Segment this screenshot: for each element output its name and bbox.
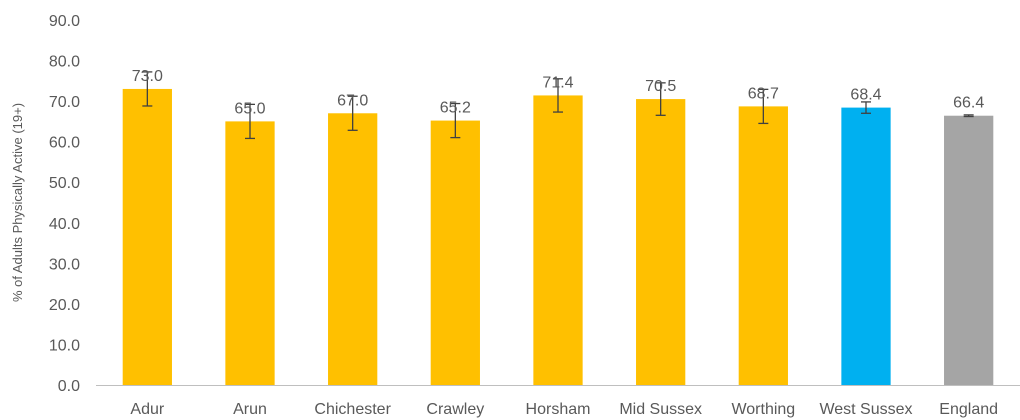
x-category-label: Horsham — [526, 401, 591, 418]
y-tick-label: 10.0 — [49, 337, 80, 354]
data-label: 65.0 — [234, 100, 265, 117]
y-axis-label: % of Adults Physically Active (19+) — [10, 103, 25, 302]
x-category-label: Worthing — [731, 401, 795, 418]
data-label: 67.0 — [337, 92, 368, 109]
y-axis-label-group: % of Adults Physically Active (19+) — [10, 103, 25, 302]
y-tick-label: 0.0 — [58, 378, 80, 395]
y-tick-label: 60.0 — [49, 135, 80, 152]
y-tick-label: 30.0 — [49, 256, 80, 273]
data-label: 65.2 — [440, 100, 471, 117]
bar-worthing — [738, 106, 788, 385]
y-tick-label: 70.0 — [49, 94, 80, 111]
bar-england — [944, 115, 994, 385]
x-category-label: Crawley — [426, 401, 484, 418]
x-category-label: Mid Sussex — [619, 401, 702, 418]
data-label: 71.4 — [542, 74, 573, 91]
data-label: 68.7 — [748, 85, 779, 102]
x-category-label: West Sussex — [819, 401, 912, 418]
bar-mid-sussex — [636, 99, 686, 385]
bar-arun — [225, 121, 275, 385]
error-bars-group — [142, 71, 974, 140]
data-labels-group: 73.0 65.0 67.0 65.2 71.4 70.5 68.7 68.4 66.4 — [132, 68, 985, 117]
data-label: 66.4 — [953, 95, 984, 112]
data-label: 73.0 — [132, 68, 163, 85]
x-category-label: England — [939, 401, 998, 418]
bars-group — [122, 88, 994, 386]
x-category-label: Chichester — [314, 401, 391, 418]
y-tick-label: 90.0 — [49, 13, 80, 30]
y-axis-ticks: 0.0 10.0 20.0 30.0 40.0 50.0 60.0 70.0 80.0 90.0 — [49, 13, 80, 395]
bar-adur — [122, 88, 172, 385]
data-label: 68.4 — [850, 87, 881, 104]
bar-west-sussex — [841, 107, 891, 385]
bar-chichester — [328, 113, 378, 386]
y-tick-label: 80.0 — [49, 54, 80, 71]
y-tick-label: 20.0 — [49, 297, 80, 314]
x-category-label: Arun — [233, 401, 267, 418]
data-label: 70.5 — [645, 78, 676, 95]
x-axis-categories: Adur Arun Chichester Crawley Horsham Mid Suss… — [130, 401, 998, 418]
bar-crawley — [430, 120, 480, 386]
y-tick-label: 40.0 — [49, 216, 80, 233]
y-tick-label: 50.0 — [49, 175, 80, 192]
x-category-label: Adur — [130, 401, 164, 418]
bar-horsham — [533, 95, 583, 385]
